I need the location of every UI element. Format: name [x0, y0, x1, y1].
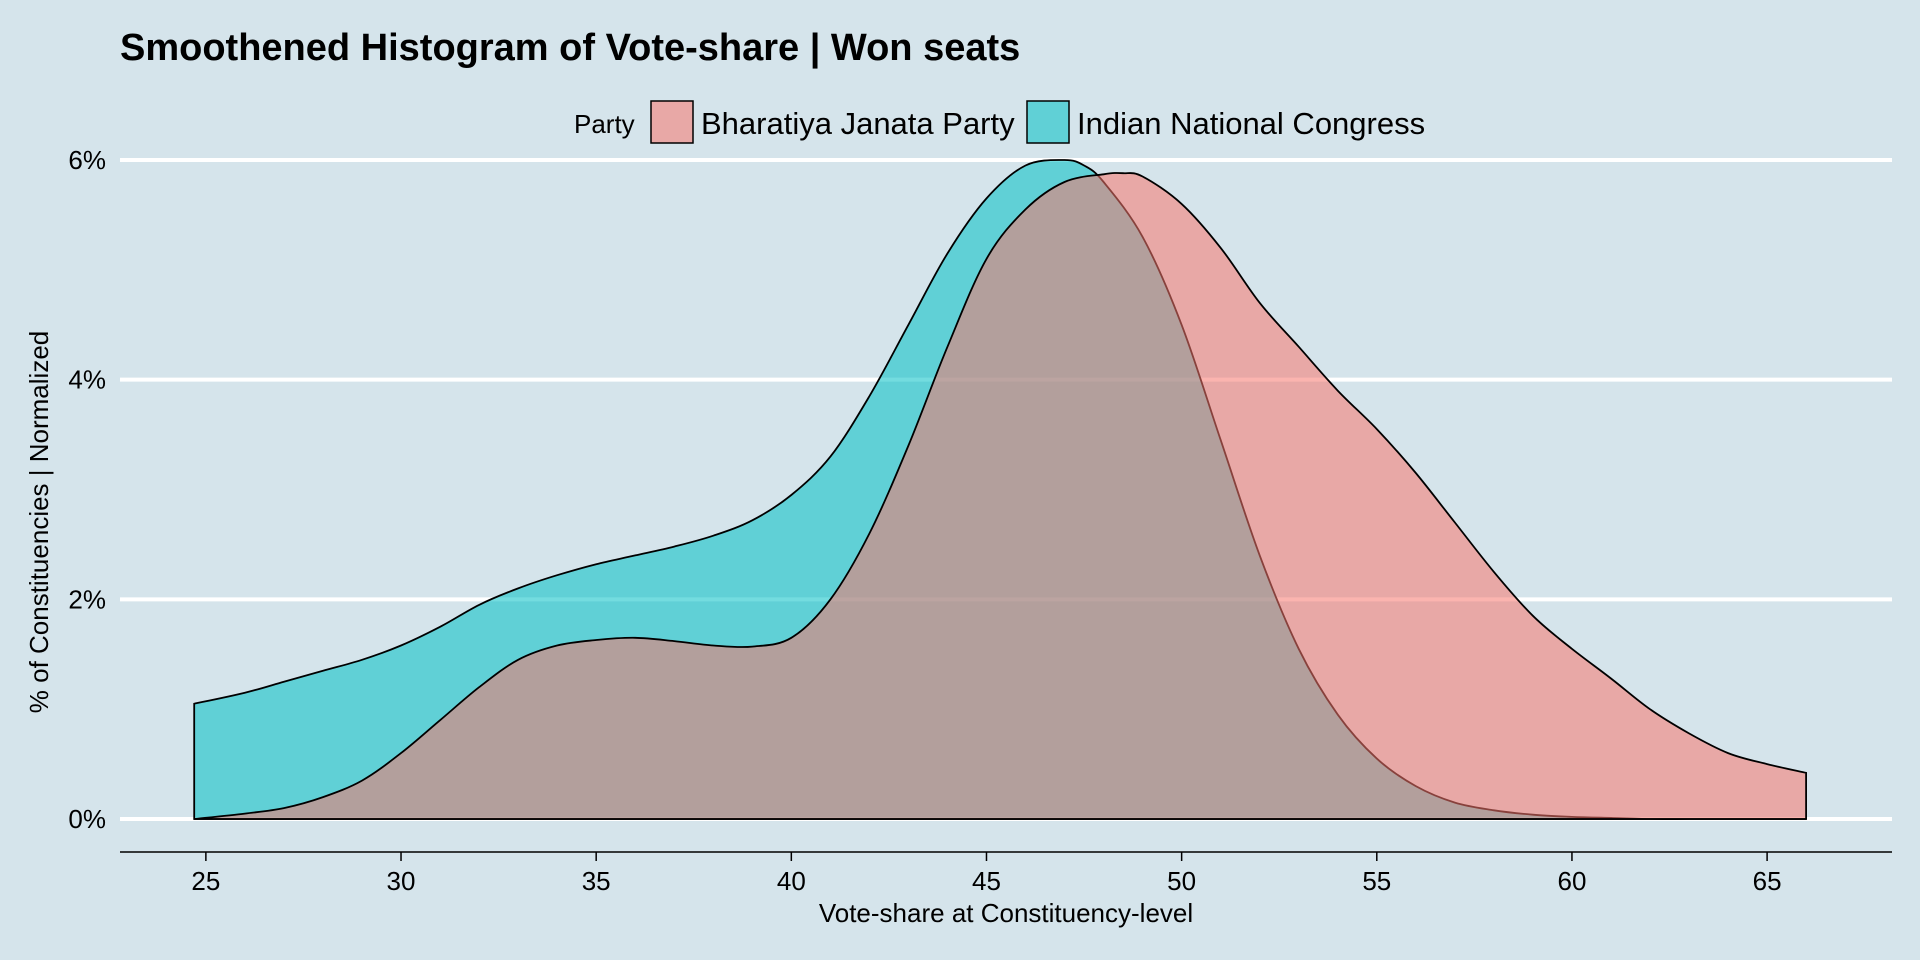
y-tick-label-6: 6% — [68, 145, 106, 175]
legend-swatch-inc — [1026, 100, 1070, 144]
chart-title: Smoothened Histogram of Vote-share | Won… — [120, 27, 1020, 69]
y-tick-label-4: 4% — [68, 365, 106, 395]
legend-label-inc: Indian National Congress — [1077, 106, 1425, 141]
x-tick-label-55: 55 — [1362, 866, 1391, 896]
y-tick-label-0: 0% — [68, 804, 106, 834]
y-tick-label-2: 2% — [68, 584, 106, 614]
legend-swatch-bjp — [650, 100, 694, 144]
y-axis: 0% 2% 4% 6% — [68, 145, 106, 834]
x-tick-label-65: 65 — [1753, 866, 1782, 896]
y-axis-title: % of Constituencies | Normalized — [24, 331, 54, 713]
x-tick-label-25: 25 — [191, 866, 220, 896]
legend-label-bjp: Bharatiya Janata Party — [701, 106, 1015, 141]
x-tick-label-60: 60 — [1557, 866, 1586, 896]
x-tick-label-35: 35 — [582, 866, 611, 896]
legend-title: Party — [574, 109, 635, 139]
x-tick-label-50: 50 — [1167, 866, 1196, 896]
x-tick-label-30: 30 — [387, 866, 416, 896]
density-area-bjp — [194, 172, 1807, 820]
x-axis-title: Vote-share at Constituency-level — [819, 898, 1193, 928]
x-tick-label-40: 40 — [777, 866, 806, 896]
x-tick-label-45: 45 — [972, 866, 1001, 896]
legend: Party Bharatiya Janata Party Indian Nati… — [574, 100, 1425, 144]
x-axis: 25 30 35 40 45 50 55 60 65 — [120, 851, 1892, 896]
density-areas — [193, 159, 1807, 820]
